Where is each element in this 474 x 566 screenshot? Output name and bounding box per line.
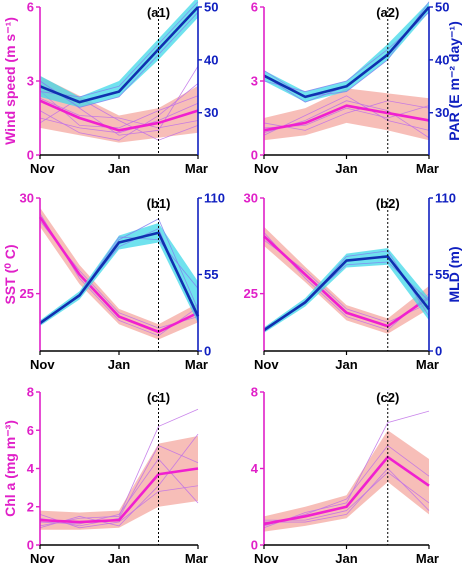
mean-line-left	[38, 216, 199, 334]
tick-label-left: 3	[27, 74, 34, 89]
ensemble-line-left	[263, 95, 430, 136]
panel-label: (b1)	[147, 196, 171, 211]
tick-label-right: 55	[435, 267, 449, 282]
tick-label-x: Mar	[416, 357, 439, 372]
tick-label-left: 8	[27, 385, 34, 400]
band-left	[40, 76, 198, 143]
panel-a1: 0 3 6 30 40 50 Nov Jan Mar (a1) Wind speed (m s⁻¹)	[2, 0, 218, 176]
tick-label-left: 4	[27, 461, 35, 476]
tick-label-right: 50	[204, 0, 218, 15]
tick-label-left: 0	[251, 538, 258, 553]
tick-label-left: 0	[27, 148, 34, 163]
tick-label-right: 0	[204, 344, 211, 359]
mean-line-right	[263, 6, 430, 99]
ensemble-line-left	[39, 90, 199, 129]
mean-line-left	[263, 104, 430, 132]
y-axis-title-right: MLD (m)	[446, 247, 462, 303]
tick-label-left: 25	[20, 286, 34, 301]
y-axis-title-left: SST (⁰ C)	[2, 244, 18, 304]
tick-label-x: Mar	[185, 551, 208, 566]
tick-label-x: Nov	[254, 357, 279, 372]
ensemble-line-right	[39, 1, 199, 98]
band-left	[264, 430, 429, 532]
mean-line-right	[39, 231, 200, 325]
mean-line-right	[263, 255, 431, 332]
panel-label: (a1)	[147, 5, 170, 20]
tick-label-left: 6	[251, 0, 258, 15]
panel-c2: 0 4 8 Nov Jan Mar (c2)	[251, 385, 439, 566]
panel-c1: 0 2 4 6 8 Nov Jan Mar (c1) Chl a (mg m⁻³)	[2, 385, 208, 566]
tick-label-right: 0	[435, 344, 442, 359]
ensemble-line-left	[39, 97, 199, 141]
y-axis-title-left: Wind speed (m s⁻¹)	[2, 17, 18, 145]
tick-label-right: 50	[435, 0, 449, 15]
tick-label-right: 55	[204, 267, 218, 282]
tick-label-x: Mar	[416, 551, 439, 566]
tick-label-left: 3	[251, 74, 258, 89]
ensemble-line-right	[39, 12, 199, 108]
tick-label-left: 4	[251, 461, 259, 476]
tick-label-x: Mar	[416, 161, 439, 176]
panel-a2: 0 3 6 30 40 50 Nov Jan Mar (a2) PAR (E m⁻² day⁻¹)	[251, 0, 462, 176]
tick-label-x: Jan	[335, 551, 357, 566]
y-axis-title-right: PAR (E m⁻² day⁻¹)	[446, 21, 462, 141]
ensemble-line-left	[39, 102, 199, 134]
ensemble-line-left	[39, 97, 199, 129]
panel-b2: 25 30 0 55 110 Nov Jan Mar (b2) MLD (m)	[244, 191, 462, 373]
tick-label-left: 6	[27, 0, 34, 15]
tick-label-right: 40	[435, 52, 449, 67]
tick-label-x: Jan	[108, 161, 130, 176]
y-axis-title-left: Chl a (mg m⁻³)	[2, 420, 18, 517]
panel-label: (b2)	[376, 196, 400, 211]
tick-label-left: 30	[244, 191, 258, 206]
tick-label-left: 0	[251, 148, 258, 163]
tick-label-right: 110	[204, 191, 225, 206]
tick-label-left: 8	[251, 385, 258, 400]
tick-label-x: Jan	[335, 357, 357, 372]
panel-b1: 25 30 0 55 110 Nov Jan Mar (b1) SST (⁰ C)	[2, 191, 225, 373]
tick-label-x: Jan	[108, 357, 130, 372]
mean-line-left	[39, 467, 199, 524]
mean-line-left	[263, 455, 430, 526]
tick-label-left: 2	[27, 499, 34, 514]
tick-label-x: Jan	[335, 161, 357, 176]
tick-label-x: Nov	[30, 161, 55, 176]
tick-label-x: Nov	[254, 161, 279, 176]
tick-label-left: 6	[27, 423, 34, 438]
tick-label-right: 40	[204, 52, 218, 67]
tick-label-right: 30	[204, 105, 218, 120]
mean-line-left	[263, 235, 430, 328]
tick-label-right: 110	[435, 191, 456, 206]
tick-label-x: Nov	[254, 551, 279, 566]
panel-label: (a2)	[376, 5, 399, 20]
ensemble-line-left	[39, 83, 199, 141]
ensemble-line-left	[264, 467, 430, 523]
tick-label-x: Mar	[185, 161, 208, 176]
mean-line-right	[39, 6, 199, 104]
tick-label-x: Nov	[30, 357, 55, 372]
tick-label-left: 30	[20, 191, 34, 206]
tick-label-x: Mar	[185, 357, 208, 372]
tick-label-right: 30	[435, 105, 449, 120]
panel-label: (c2)	[376, 390, 399, 405]
ensemble-line-right	[263, 11, 430, 92]
panel-label: (c1)	[147, 390, 170, 405]
tick-label-left: 25	[244, 286, 258, 301]
mean-line-left	[39, 99, 199, 132]
ensemble-line-left	[263, 100, 430, 131]
band-right	[264, 1, 429, 103]
tick-label-x: Jan	[108, 551, 130, 566]
tick-label-x: Nov	[30, 551, 55, 566]
tick-label-left: 0	[27, 538, 34, 553]
